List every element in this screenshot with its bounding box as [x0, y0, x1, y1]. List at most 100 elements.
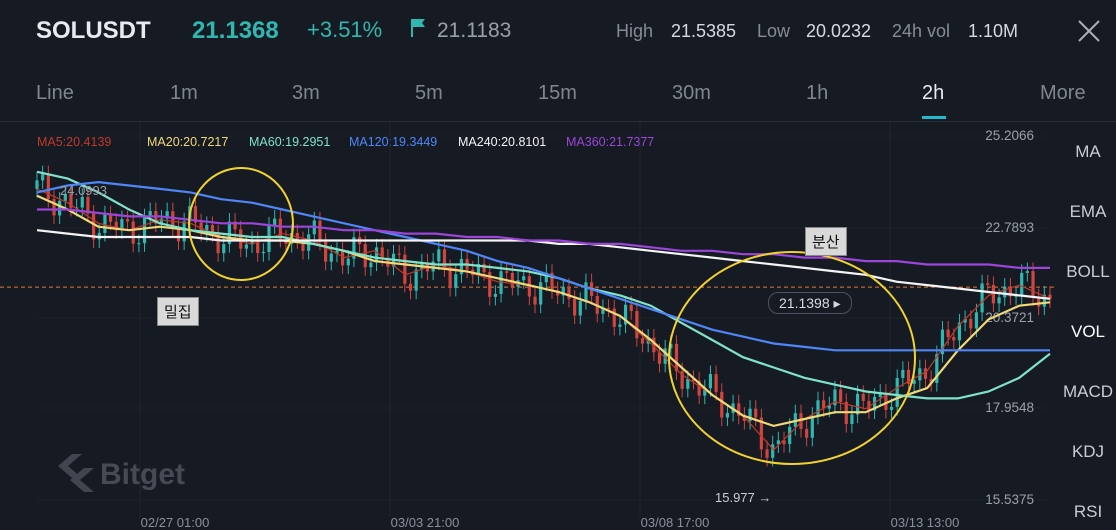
candle-body [505, 271, 509, 273]
candle-body [35, 180, 39, 189]
candle-body [533, 296, 537, 305]
tab-5m[interactable]: 5m [415, 82, 443, 104]
candle-body [142, 217, 147, 244]
price-chart[interactable]: 02/27 01:00 03/03 21:00 03/08 17:00 03/13 1… [0, 122, 1058, 530]
candle-body [935, 354, 939, 384]
callout-dense: 밀집 [157, 297, 199, 326]
candle-body [686, 379, 690, 389]
max-price-label: 24.0993 [60, 183, 107, 198]
candle-body [46, 174, 50, 200]
candle-body [216, 233, 220, 254]
candle-body [233, 221, 237, 230]
candle-body [131, 221, 135, 244]
candle-body [618, 324, 622, 327]
tab-line[interactable]: Line [36, 82, 74, 104]
candle-body [1025, 271, 1029, 273]
candle-body [340, 250, 345, 266]
candle-body [601, 307, 605, 314]
tab-15m[interactable]: 15m [538, 82, 577, 104]
candle-body [1008, 286, 1012, 297]
candle-body [759, 417, 763, 450]
candle-body [697, 380, 701, 396]
candle-body [550, 272, 554, 291]
candle-body [1020, 272, 1024, 296]
flag-icon[interactable] [410, 18, 428, 38]
indicator-vol[interactable]: VOL [1070, 322, 1106, 341]
candle-body [895, 377, 899, 407]
candle-body [635, 311, 639, 339]
ma-line-ma60 [36, 170, 1051, 400]
indicator-boll[interactable]: BOLL [1066, 262, 1110, 281]
candle-body [459, 258, 464, 275]
candle-body [346, 258, 350, 266]
indicator-kdj[interactable]: KDJ [1071, 442, 1105, 461]
tab-2h[interactable]: 2h [922, 82, 945, 104]
candle-body [522, 276, 526, 281]
tab-30m[interactable]: 30m [672, 82, 711, 104]
candle-body [629, 304, 633, 312]
symbol-label: SOLUSDT [36, 17, 151, 44]
high-value: 21.5385 [671, 21, 737, 41]
candle-body [906, 369, 911, 384]
tab-3m[interactable]: 3m [292, 82, 320, 104]
candle-body [855, 393, 860, 415]
candle-body [929, 378, 933, 384]
time-tick-label: 03/13 13:00 [891, 515, 960, 530]
candle-body [963, 318, 967, 323]
candle-body [41, 174, 45, 181]
candle-body [725, 412, 730, 418]
candle-body [872, 396, 877, 411]
last-price-tag-value: 21.1398 [779, 295, 830, 311]
low-label: Low [757, 21, 791, 41]
candle-body [669, 343, 673, 349]
candle-body [816, 400, 820, 416]
candle-body [539, 282, 543, 305]
tab-more[interactable]: More [1040, 82, 1086, 104]
last-price-tag[interactable]: 21.1398 ▸ [768, 292, 852, 314]
time-tick-label: 03/03 21:00 [391, 515, 460, 530]
legend-ma360: MA360:21.7377 [566, 135, 655, 149]
candle-body [108, 214, 113, 222]
candle-body [663, 348, 667, 364]
candle-body [369, 262, 373, 268]
candle-body [165, 211, 169, 219]
candle-body [691, 379, 696, 381]
candle-body [91, 213, 96, 240]
candle-body [148, 211, 152, 218]
candle-body [493, 293, 497, 297]
candle-body [765, 449, 769, 458]
candle-body [1048, 294, 1052, 300]
ma-line-ma240 [36, 229, 1051, 300]
candle-body [652, 337, 656, 353]
indicator-rsi[interactable]: RSI [1073, 502, 1103, 521]
bitget-logo-icon [58, 454, 94, 492]
indicator-ma[interactable]: MA [1075, 142, 1101, 161]
close-icon[interactable] [1076, 18, 1102, 44]
candle-body [799, 413, 803, 429]
candle-body [946, 329, 950, 338]
candle-body [397, 253, 401, 255]
candle-body [256, 240, 260, 254]
tab-1m[interactable]: 1m [170, 82, 198, 104]
candle-body [80, 196, 84, 208]
ma-line-ma20 [36, 194, 1051, 428]
candle-body [205, 225, 209, 234]
candle-body [884, 392, 888, 410]
min-price-label: 15.977 → [715, 490, 771, 505]
change-percent: +3.51% [307, 17, 383, 42]
candle-body [380, 247, 384, 258]
low-value: 20.0232 [806, 21, 872, 41]
tab-1h[interactable]: 1h [806, 82, 829, 104]
candle-body [827, 405, 831, 409]
candle-body [567, 286, 571, 299]
candle-body [833, 389, 837, 406]
candle-body [442, 249, 447, 269]
indicator-ema[interactable]: EMA [1069, 202, 1107, 221]
candle-body [182, 221, 186, 242]
candle-body [703, 388, 707, 396]
candle-body [1031, 271, 1035, 298]
legend-ma240: MA240:20.8101 [458, 135, 547, 149]
indicator-macd[interactable]: MACD [1062, 382, 1114, 401]
indicator-menu: MA EMA BOLL VOL MACD KDJ RSI [1060, 130, 1116, 530]
candle-body [822, 400, 826, 409]
